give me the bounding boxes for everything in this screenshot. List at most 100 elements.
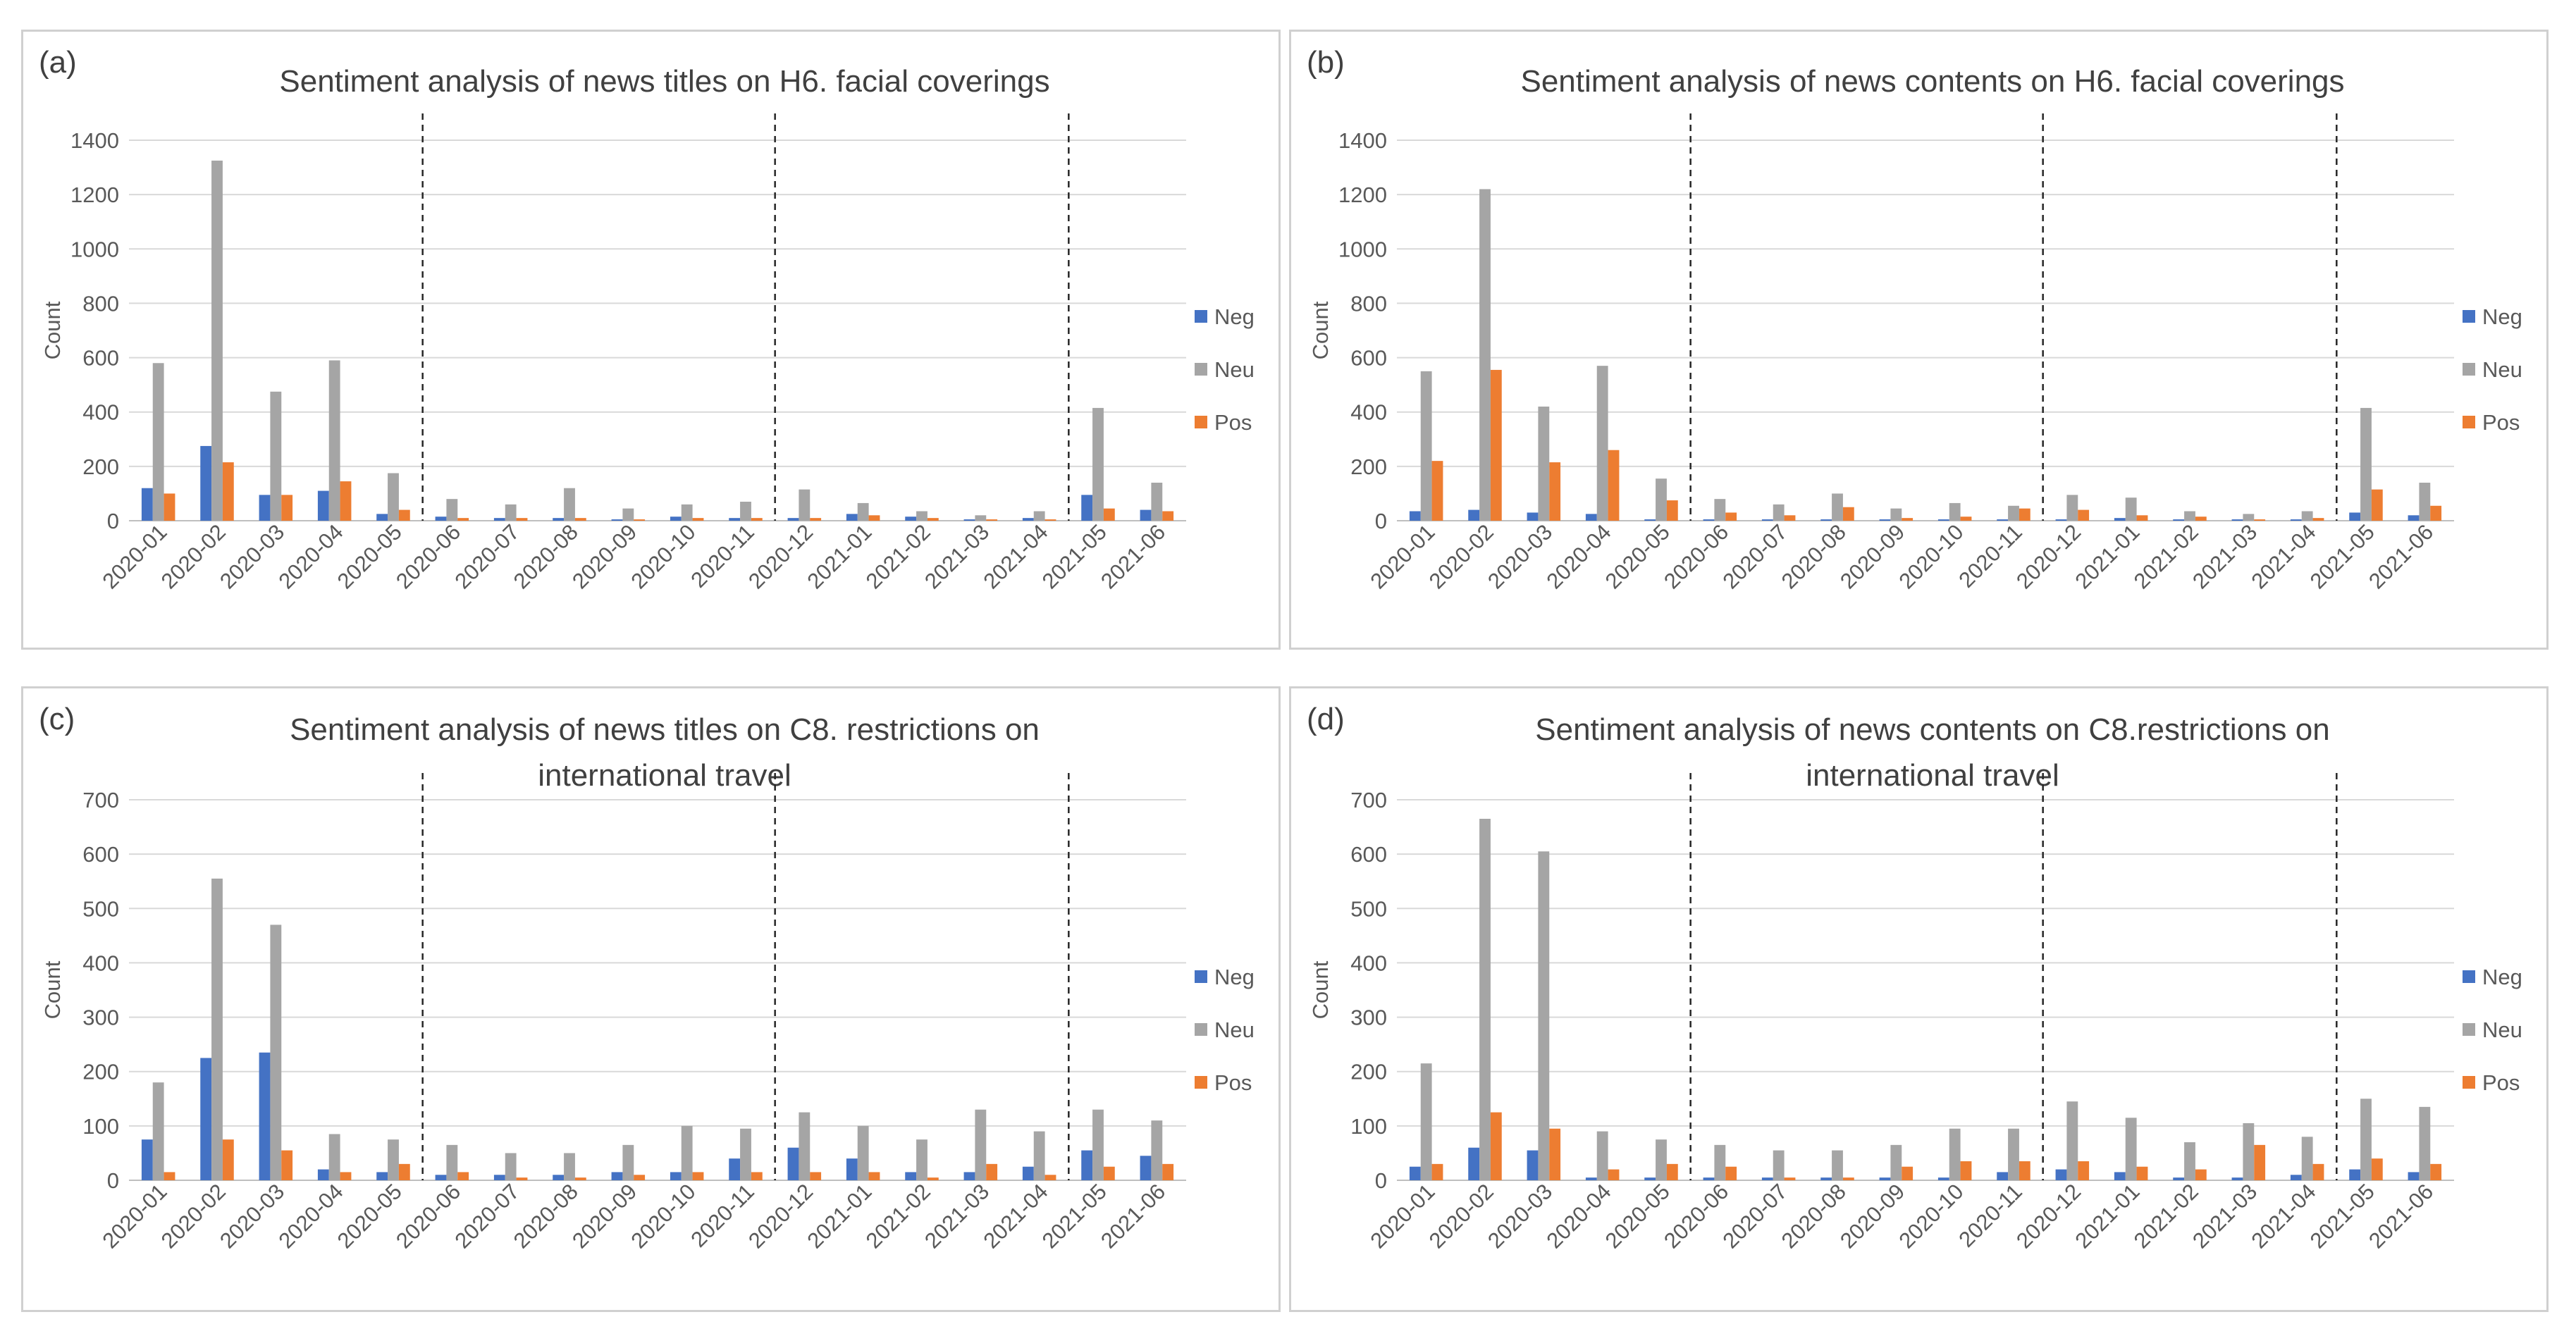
x-tick-label: 2020-02 — [156, 519, 230, 593]
bar-neu — [1033, 511, 1045, 521]
bar-neg — [553, 1175, 565, 1180]
bar-neg — [2231, 519, 2243, 521]
bar-pos — [1725, 1166, 1737, 1180]
bar-pos — [1784, 1177, 1796, 1180]
bar-neg — [317, 490, 329, 521]
bar-neu — [2419, 483, 2431, 521]
x-tick-label: 2021-03 — [920, 519, 994, 593]
x-tick-label: 2020-10 — [626, 519, 700, 593]
x-tick-label: 2020-07 — [1718, 1179, 1792, 1253]
bar-pos — [1842, 1177, 1854, 1180]
bar-neu — [270, 924, 282, 1180]
x-tick-label: 2021-01 — [2070, 1179, 2144, 1253]
bar-neg — [1703, 519, 1715, 521]
bar-pos — [2078, 1161, 2090, 1180]
bar-neu — [1151, 1120, 1163, 1180]
bar-neg — [2290, 1175, 2302, 1180]
chart-b: (b) Sentiment analysis of news contents o… — [1307, 45, 2522, 593]
y-tick-label: 700 — [82, 788, 119, 812]
bar-neg — [435, 517, 447, 521]
x-tick-label: 2020-04 — [1541, 519, 1615, 593]
bar-neg — [493, 1175, 505, 1180]
x-tick-label: 2020-03 — [215, 519, 289, 593]
y-tick-label: 800 — [82, 291, 119, 316]
y-tick-label: 500 — [1350, 896, 1387, 921]
y-axis-title: Count — [1308, 960, 1333, 1019]
x-tick-label: 2020-03 — [1483, 1179, 1557, 1253]
x-tick-label: 2020-03 — [215, 1179, 289, 1253]
legend-swatch-neg — [1195, 970, 1207, 983]
bar-neu — [740, 502, 751, 521]
bar-neg — [729, 518, 741, 521]
bar-pos — [1608, 1169, 1620, 1180]
bar-neg — [435, 1175, 447, 1180]
bar-pos — [810, 1172, 822, 1180]
y-axis-title: Count — [40, 960, 65, 1019]
bar-pos — [751, 1172, 763, 1180]
legend-label: Neu — [1214, 357, 1255, 382]
bar-neg — [905, 517, 917, 521]
bar-pos — [751, 518, 763, 521]
bar-pos — [1902, 1166, 1913, 1180]
x-tick-label: 2020-05 — [1601, 519, 1675, 593]
y-tick-label: 200 — [1350, 454, 1387, 479]
bar-neg — [1761, 519, 1773, 521]
bar-pos — [1490, 1112, 1502, 1180]
bar-neg — [670, 1172, 682, 1180]
chart-title: Sentiment analysis of news contents on H… — [1520, 64, 2344, 99]
chart-title: Sentiment analysis of news titles on C8.… — [290, 712, 1040, 747]
y-tick-label: 200 — [82, 454, 119, 479]
bar-pos — [810, 518, 822, 521]
bar-neg — [2114, 1172, 2126, 1180]
x-tick-label: 2020-02 — [1424, 519, 1498, 593]
bar-pos — [340, 481, 352, 521]
bar-neu — [211, 160, 223, 521]
bar-pos — [1960, 517, 1972, 521]
legend-swatch-neu — [1195, 363, 1207, 376]
bar-pos — [398, 509, 410, 521]
x-tick-label: 2020-03 — [1483, 519, 1557, 593]
bar-pos — [574, 518, 586, 521]
bar-neg — [141, 1139, 153, 1180]
bar-neu — [2125, 1118, 2137, 1180]
y-tick-label: 400 — [82, 400, 119, 425]
x-tick-label: 2020-10 — [1894, 1179, 1968, 1253]
bar-neu — [2008, 505, 2019, 521]
x-tick-label: 2021-01 — [2070, 519, 2144, 593]
bar-pos — [2078, 509, 2090, 521]
bar-neg — [493, 518, 505, 521]
x-tick-label: 2021-06 — [2364, 519, 2438, 593]
bar-neu — [1596, 1131, 1608, 1180]
bar-neu — [799, 1112, 811, 1180]
x-tick-label: 2021-06 — [2364, 1179, 2438, 1253]
bar-neg — [963, 1172, 975, 1180]
bar-pos — [2195, 517, 2207, 521]
bar-pos — [1549, 1128, 1561, 1180]
legend-swatch-neu — [2463, 1023, 2475, 1036]
bar-neu — [152, 1082, 164, 1180]
legend-label: Pos — [1214, 410, 1252, 435]
x-tick-label: 2020-08 — [509, 1179, 583, 1253]
y-tick-label: 600 — [1350, 346, 1387, 371]
y-tick-label: 400 — [82, 951, 119, 975]
legend-label: Pos — [1214, 1070, 1252, 1095]
bar-neg — [2173, 1177, 2185, 1180]
x-tick-label: 2021-04 — [978, 1179, 1052, 1253]
bar-neg — [2349, 512, 2361, 521]
chart-c: (c) Sentiment analysis of news titles on … — [39, 702, 1255, 1253]
x-tick-label: 2020-07 — [450, 519, 524, 593]
bar-pos — [1490, 369, 1502, 521]
chart-title: international travel — [1806, 758, 2059, 793]
bar-neu — [1714, 1144, 1726, 1180]
bar-neu — [564, 1153, 575, 1180]
x-tick-label: 2020-07 — [1718, 519, 1792, 593]
x-tick-label: 2021-06 — [1096, 519, 1170, 593]
chart-title: international travel — [538, 758, 791, 793]
bar-neg — [1527, 512, 1539, 521]
bar-neu — [2008, 1128, 2019, 1180]
bar-neu — [1949, 1128, 1961, 1180]
bar-pos — [1784, 515, 1796, 521]
x-tick-label: 2020-09 — [1835, 519, 1909, 593]
x-tick-label: 2020-09 — [567, 1179, 641, 1253]
bar-neg — [729, 1158, 741, 1180]
